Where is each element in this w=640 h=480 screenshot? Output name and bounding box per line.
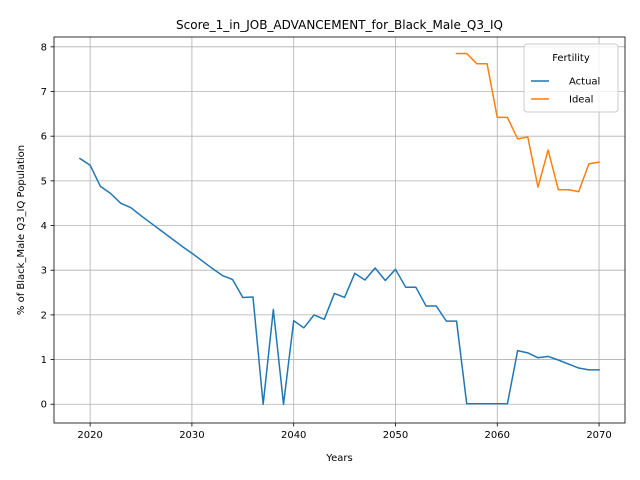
series-layer	[78, 52, 600, 405]
x-tick-label: 2020	[77, 430, 102, 441]
x-tick-label: 2050	[383, 430, 408, 441]
series-line-ideal	[455, 52, 600, 193]
y-tick-label: 2	[41, 310, 47, 321]
grid	[54, 37, 625, 423]
y-axis-title: % of Black_Male Q3_IQ Population	[16, 145, 27, 315]
x-tick-label: 2060	[485, 430, 510, 441]
legend-label-actual: Actual	[569, 77, 600, 88]
plot-frame	[53, 36, 626, 424]
legend-label-ideal: Ideal	[569, 95, 593, 106]
legend-box	[523, 43, 619, 113]
y-tick-label: 7	[41, 87, 47, 98]
y-tick-label: 3	[41, 266, 47, 277]
y-tick-label: 1	[41, 355, 47, 366]
x-tick-label: 2030	[179, 430, 204, 441]
x-axis-title: Years	[325, 453, 352, 464]
y-tick-label: 0	[41, 400, 47, 411]
x-tick-label: 2070	[586, 430, 611, 441]
legend-entries: Actual Ideal	[531, 77, 600, 106]
x-tick-label: 2040	[281, 430, 306, 441]
ticks: 2020 2030 2040 2050 2060 2070 0 1 2 3 4 5 6 7 8	[41, 42, 612, 441]
y-tick-label: 4	[41, 221, 47, 232]
chart-title: Score_1_in_JOB_ADVANCEMENT_for_Black_Mal…	[176, 18, 503, 32]
y-tick-label: 6	[41, 132, 47, 143]
series-line-actual	[78, 157, 600, 405]
legend: Fertility Actual Ideal	[523, 43, 619, 113]
legend-title: Fertility	[552, 53, 590, 64]
y-tick-label: 8	[41, 42, 47, 53]
y-tick-label: 5	[41, 176, 47, 187]
